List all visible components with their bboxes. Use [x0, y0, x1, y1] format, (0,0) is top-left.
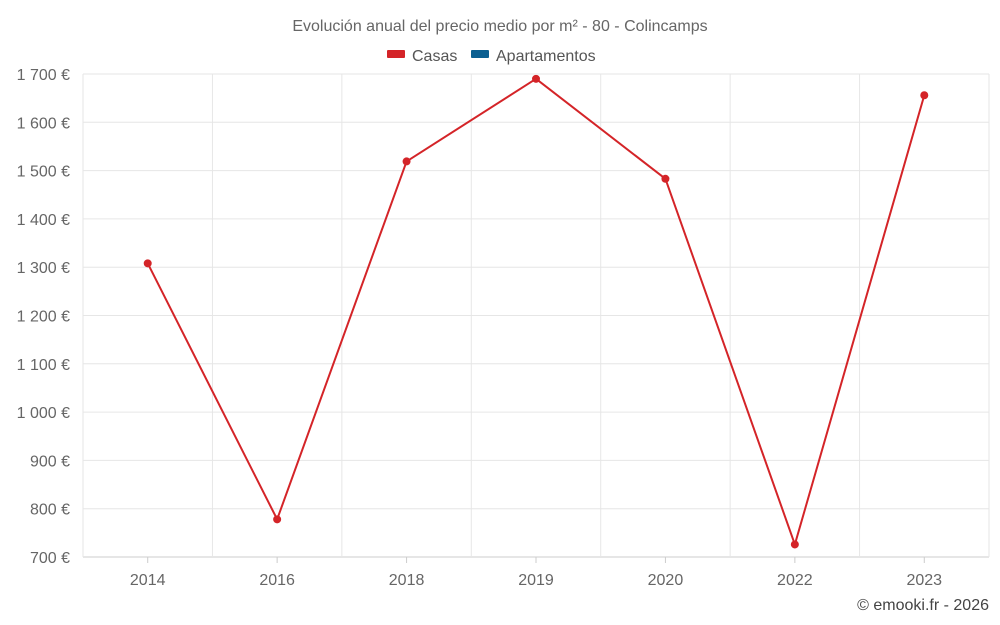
x-tick-label: 2022: [777, 572, 813, 589]
series: [143, 74, 929, 549]
data-point-2016[interactable]: [273, 515, 282, 524]
grid: [82, 73, 990, 558]
axes: 700 € 800 € 900 € 1 000 € 1 100 € 1 200 € 1 30…: [17, 67, 943, 589]
y-tick-label: 1 300 €: [17, 260, 70, 277]
legend-label-apartamentos: Apartamentos: [496, 48, 596, 65]
y-tick-label: 700 €: [30, 550, 70, 567]
legend-swatch-casas: [387, 50, 405, 58]
y-tick-label: 1 700 €: [17, 67, 70, 84]
y-tick-label: 1 200 €: [17, 309, 70, 326]
credit-text: © emooki.fr - 2026: [857, 597, 989, 614]
y-tick-label: 1 400 €: [17, 212, 70, 229]
x-tick-label: 2014: [130, 572, 166, 589]
legend-item-apartamentos[interactable]: Apartamentos: [471, 48, 596, 65]
legend-swatch-apartamentos: [471, 50, 489, 58]
data-point-2020[interactable]: [661, 174, 670, 183]
y-tick-label: 900 €: [30, 453, 70, 470]
y-tick-label: 1 500 €: [17, 164, 70, 181]
data-point-2022[interactable]: [790, 540, 799, 549]
x-tick-label: 2020: [648, 572, 684, 589]
y-tick-label: 1 000 €: [17, 405, 70, 422]
legend-label-casas: Casas: [412, 48, 457, 65]
series-line-casas: [146, 77, 926, 546]
data-point-2018[interactable]: [402, 157, 411, 166]
chart-title: Evolución anual del precio medio por m² …: [292, 18, 707, 35]
x-tick-label: 2016: [259, 572, 295, 589]
y-tick-label: 1 100 €: [17, 357, 70, 374]
y-tick-label: 800 €: [30, 502, 70, 519]
x-tick-label: 2019: [518, 572, 554, 589]
data-point-2023[interactable]: [920, 91, 929, 100]
data-point-2014[interactable]: [143, 259, 152, 268]
data-point-2019[interactable]: [532, 74, 540, 83]
legend-item-casas[interactable]: Casas: [387, 48, 457, 65]
y-tick-label: 1 600 €: [17, 115, 70, 132]
x-tick-label: 2018: [389, 572, 425, 589]
x-tick-label: 2023: [906, 572, 942, 589]
legend: Casas Apartamentos: [387, 48, 596, 65]
